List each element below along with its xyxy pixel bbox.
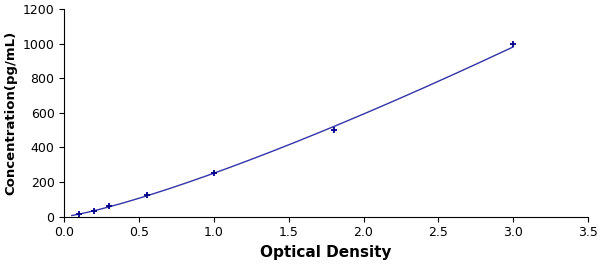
Y-axis label: Concentration(pg/mL): Concentration(pg/mL)	[4, 31, 17, 195]
X-axis label: Optical Density: Optical Density	[260, 245, 392, 260]
